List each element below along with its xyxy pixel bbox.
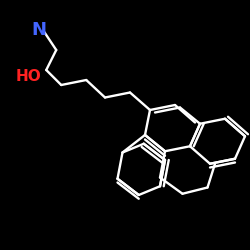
Text: HO: HO [16, 69, 42, 84]
Text: N: N [31, 21, 46, 39]
